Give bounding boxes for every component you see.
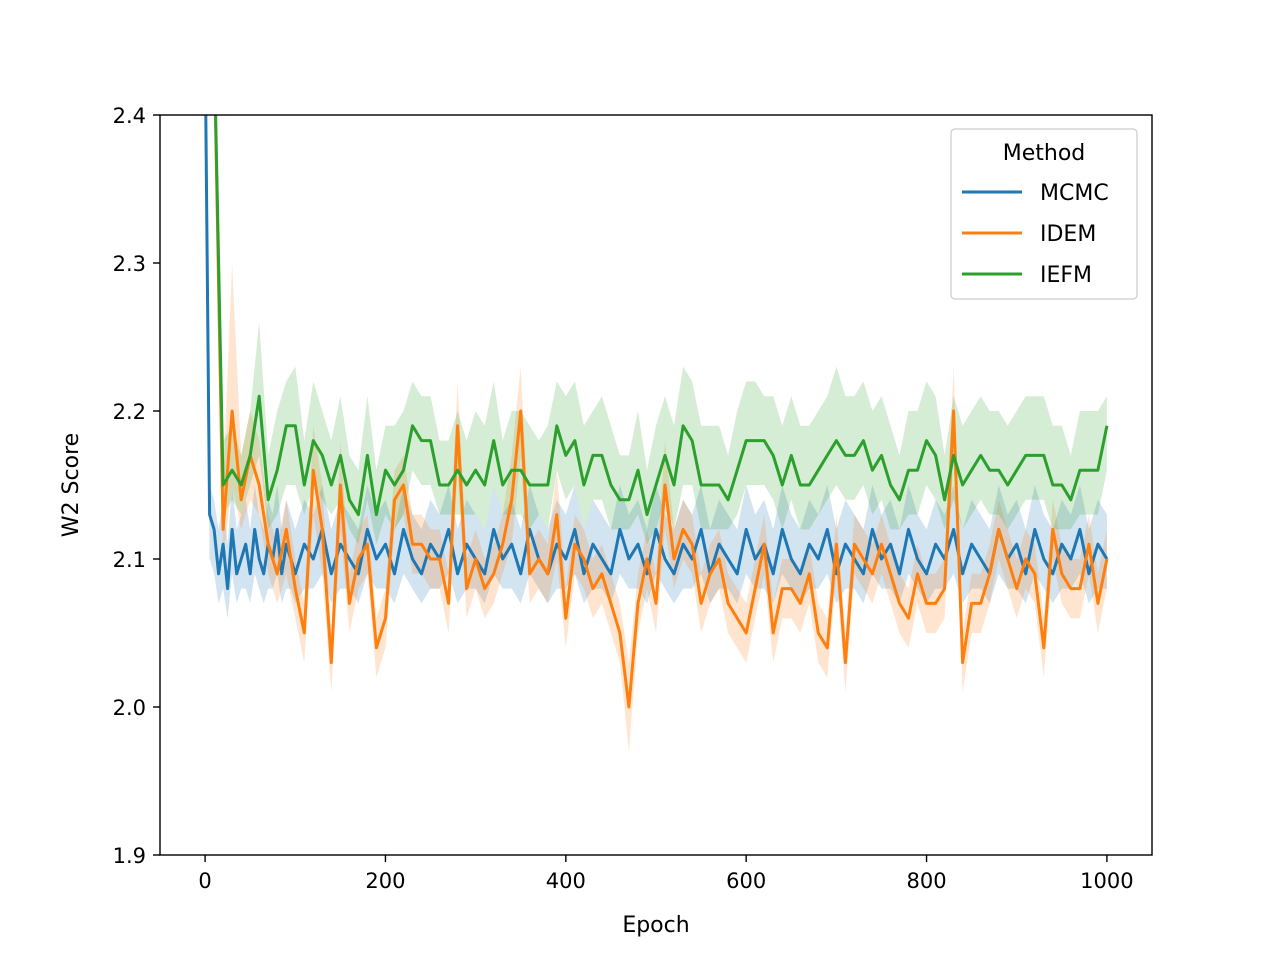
x-axis-label: Epoch: [622, 913, 689, 938]
x-axis: 0 200 400 600 800 1000: [198, 855, 1134, 893]
y-tick-label: 2.2: [113, 400, 146, 424]
x-tick-label: 800: [906, 869, 946, 893]
legend-label-mcmc: MCMC: [1040, 181, 1109, 206]
confidence-bands: [205, 115, 1107, 752]
legend-label-idem: IDEM: [1040, 222, 1096, 247]
y-axis: 1.9 2.0 2.1 2.2 2.3 2.4: [113, 104, 160, 868]
x-tick-label: 0: [198, 869, 211, 893]
legend-title: Method: [1003, 141, 1086, 166]
y-tick-label: 2.0: [113, 696, 146, 720]
idem-confidence-band: [205, 115, 1107, 752]
idem-series-line: [213, 115, 1109, 709]
x-tick-label: 200: [365, 869, 405, 893]
series-lines: [204, 115, 1109, 709]
plot-frame: [159, 114, 1153, 856]
legend-box: [950, 128, 1138, 300]
iefm-confidence-band: [205, 115, 1107, 545]
iefm-series-line: [214, 115, 1109, 517]
legend-label-iefm: IEFM: [1040, 263, 1092, 288]
y-tick-label: 2.1: [113, 548, 146, 572]
y-tick-label: 2.4: [113, 104, 146, 128]
x-tick-label: 600: [726, 869, 766, 893]
y-axis-label: W2 Score: [59, 433, 84, 537]
x-tick-label: 400: [546, 869, 586, 893]
x-tick-label: 1000: [1080, 869, 1133, 893]
y-tick-label: 1.9: [113, 844, 146, 868]
mcmc-confidence-band: [205, 115, 1107, 619]
legend: Method MCMC IDEM IEFM: [950, 128, 1138, 300]
y-tick-label: 2.3: [113, 252, 146, 276]
